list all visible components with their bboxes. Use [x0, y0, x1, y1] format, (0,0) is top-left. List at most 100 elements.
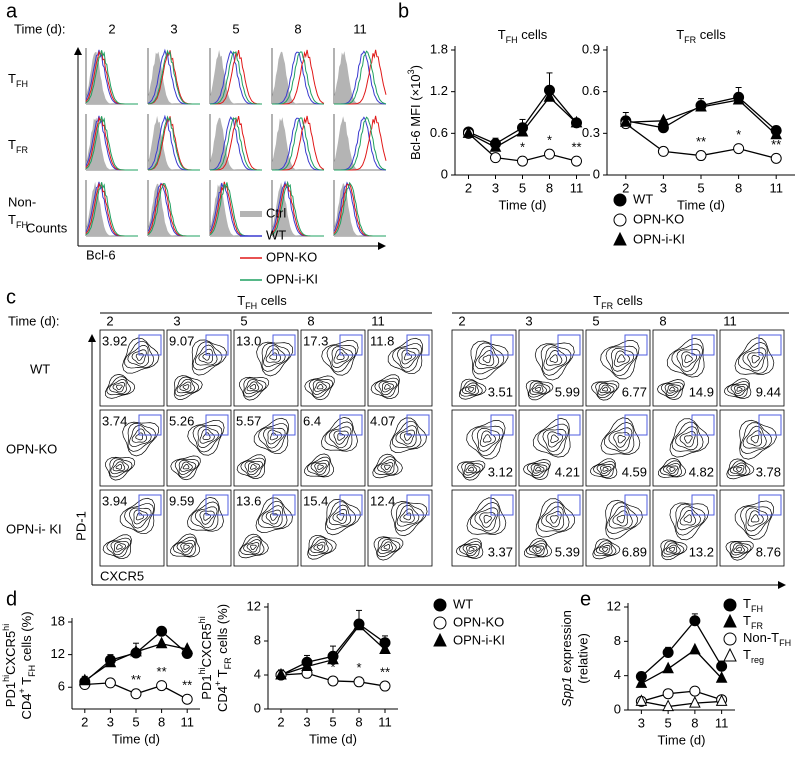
contour — [470, 502, 501, 534]
contour — [669, 418, 709, 458]
time-value: 5 — [232, 21, 239, 36]
contour — [611, 347, 635, 372]
time-value: 5 — [592, 313, 599, 328]
contour — [523, 459, 551, 480]
time-label: Time (d): — [8, 313, 60, 328]
contour — [675, 503, 706, 536]
time-value: 11 — [353, 21, 367, 36]
y-axis-label: PD1hiCXCR5hi — [197, 616, 214, 699]
gate — [272, 334, 296, 356]
gate-percent: 4.07 — [370, 413, 395, 428]
gate — [691, 494, 715, 516]
significance: ** — [696, 134, 706, 149]
contour — [468, 546, 475, 552]
data-point — [516, 124, 529, 137]
text-segment: T — [237, 293, 245, 308]
contour — [668, 546, 676, 552]
text-segment: T — [8, 212, 16, 227]
contour — [593, 461, 616, 478]
data-point — [715, 671, 728, 683]
contour — [661, 540, 685, 558]
gate — [624, 494, 648, 516]
contour — [733, 544, 745, 553]
data-point — [695, 99, 707, 112]
contour — [684, 435, 693, 444]
contour — [239, 376, 270, 401]
contour — [462, 543, 480, 557]
plot-frame — [585, 409, 651, 487]
data-point — [689, 642, 701, 655]
contour — [591, 380, 620, 401]
text-segment: FH — [751, 604, 763, 614]
series-line — [641, 690, 722, 703]
data-point — [156, 680, 168, 692]
contour — [466, 497, 507, 535]
contour — [726, 458, 755, 480]
contour — [597, 382, 615, 396]
contour — [734, 500, 775, 540]
histogram-fill — [272, 117, 324, 170]
contour — [192, 341, 223, 371]
contour — [374, 456, 399, 476]
text-segment: T — [743, 596, 751, 611]
contour — [257, 500, 288, 529]
row-label: TFH — [8, 71, 28, 89]
legend-marker — [723, 647, 737, 662]
histogram-fill — [334, 51, 386, 104]
text-segment: FR — [684, 35, 696, 45]
contour — [472, 342, 505, 375]
contour — [455, 538, 484, 559]
contour — [182, 384, 190, 390]
significance: ** — [571, 140, 581, 155]
text-segment: hi — [1, 675, 11, 682]
contour — [122, 337, 160, 374]
text-segment: cells — [518, 27, 548, 42]
text-segment: FH — [506, 35, 518, 45]
histogram-line — [147, 182, 200, 237]
text-segment: CD4 — [19, 694, 34, 720]
x-tick-label: 3 — [638, 715, 645, 730]
gate-percent: 6.77 — [622, 384, 647, 399]
contour — [529, 382, 547, 395]
x-tick-label: 5 — [519, 180, 526, 195]
y-axis-label: Spp1 expression — [559, 610, 574, 707]
time-value: 11 — [723, 313, 737, 328]
contour — [377, 459, 395, 475]
contour — [106, 376, 131, 396]
contour — [382, 382, 395, 393]
data-point — [353, 676, 365, 688]
x-tick-label: 8 — [735, 180, 742, 195]
data-point — [379, 680, 391, 692]
data-point — [489, 140, 502, 152]
legend-marker — [433, 598, 447, 612]
contour — [676, 506, 701, 531]
contour — [243, 539, 261, 555]
x-tick-label: 2 — [622, 180, 629, 195]
text-segment: FR — [16, 145, 28, 155]
contour — [238, 533, 269, 559]
text-segment: FH — [27, 665, 37, 677]
gate — [272, 414, 296, 436]
contour — [124, 340, 154, 369]
contour — [482, 434, 492, 443]
text-segment: FR — [751, 621, 763, 631]
series-line — [640, 619, 723, 678]
contour — [731, 542, 749, 556]
gate-percent: 11.8 — [370, 333, 394, 348]
contour — [474, 507, 499, 532]
contour — [174, 376, 199, 397]
gate-percent: 4.59 — [622, 464, 647, 479]
contour — [246, 381, 260, 392]
contour — [170, 455, 201, 481]
contour — [325, 498, 361, 536]
y-tick-label: 0.9 — [582, 41, 600, 56]
legend-label: TFR — [743, 613, 763, 631]
histogram-line — [272, 117, 324, 171]
time-value: 3 — [170, 21, 177, 36]
contour — [602, 466, 609, 472]
gate — [490, 494, 514, 516]
contour — [308, 378, 334, 398]
text-segment: CD4 — [215, 686, 230, 712]
histogram-line — [334, 116, 387, 171]
